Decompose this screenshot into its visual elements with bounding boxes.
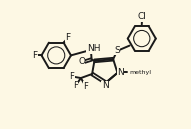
- Text: N: N: [102, 81, 109, 90]
- Text: S: S: [114, 46, 120, 55]
- Text: F: F: [65, 33, 70, 42]
- Text: F: F: [69, 72, 74, 81]
- Text: O: O: [78, 57, 85, 66]
- Text: Cl: Cl: [138, 13, 146, 21]
- Text: F: F: [73, 81, 78, 90]
- Text: methyl: methyl: [129, 70, 151, 75]
- Text: NH: NH: [87, 44, 100, 53]
- Text: N: N: [117, 68, 124, 77]
- Text: F: F: [32, 51, 37, 60]
- Text: F: F: [83, 82, 88, 91]
